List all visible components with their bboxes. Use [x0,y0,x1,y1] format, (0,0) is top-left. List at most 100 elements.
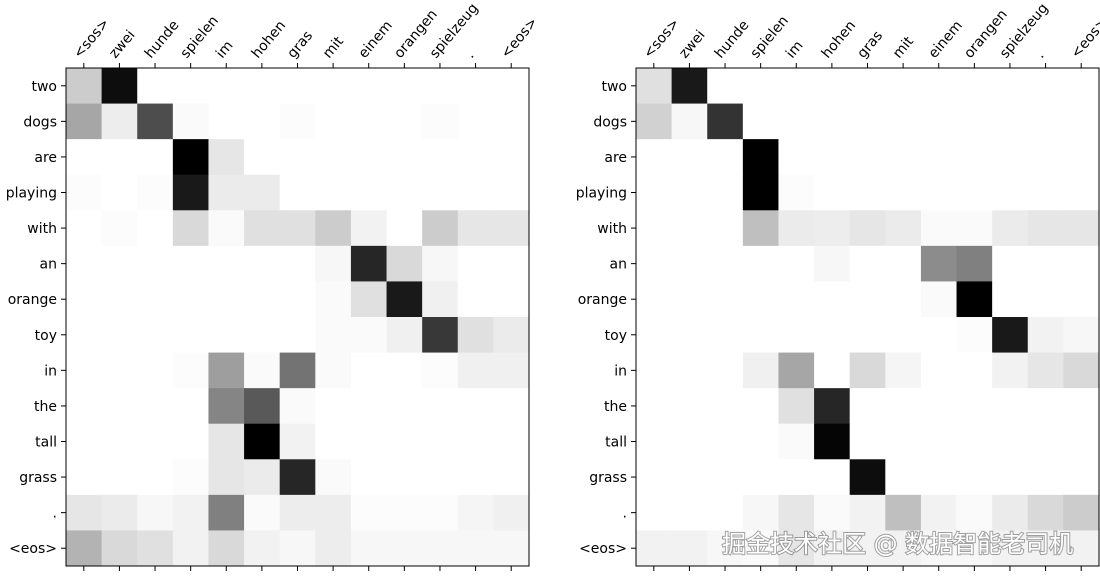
heatmap-cell [244,459,281,496]
heatmap-cell [457,139,494,176]
heatmap-cell [386,459,423,496]
heatmap-cell [66,459,103,496]
heatmap-cell [422,68,459,105]
heatmap-cell [422,210,459,247]
heatmap-cell [386,174,423,211]
heatmap-cell [66,139,103,176]
heatmap-cell [386,245,423,282]
heatmap-cell [671,494,708,531]
heatmap-cell [422,139,459,176]
y-tick-label: grass [19,470,57,486]
heatmap-cell [315,388,352,425]
heatmap-cell [1063,210,1100,247]
heatmap-cell [742,317,779,354]
heatmap-cell [956,68,993,105]
heatmap-cell [386,103,423,140]
heatmap-cell [350,174,388,211]
y-tick-label: <eos> [579,541,627,557]
heatmap-cell [849,103,886,140]
x-tick-label: mit [890,33,917,61]
heatmap-cell [422,494,459,531]
heatmap-cell [457,245,494,282]
heatmap-cell [956,174,993,211]
x-tick-label: im [783,38,807,62]
x-tick-label: hunde [142,17,183,61]
x-tick-label: zwei [106,27,138,61]
heatmap-cell [279,174,316,211]
heatmap-cell [457,388,494,425]
heatmap-cell [137,388,174,425]
heatmap-cell [1063,281,1100,318]
heatmap-cell [244,494,281,531]
y-tick-label: toy [35,328,57,344]
heatmap-cell [849,530,886,567]
heatmap-cell [814,245,851,282]
y-tick-label: the [604,399,627,415]
heatmap-cell [920,68,958,105]
heatmap-cell [778,317,815,354]
heatmap-cell [493,459,530,496]
heatmap-cell [172,388,209,425]
heatmap-cell [707,352,744,389]
heatmap-cell [101,317,138,354]
heatmap-cell [457,530,494,567]
heatmap-cell [101,210,138,247]
heatmap-cell [101,68,138,105]
heatmap-cell [636,103,673,140]
heatmap-cell [208,103,245,140]
y-tick-label: grass [589,470,627,486]
heatmap-cell [956,530,993,567]
y-tick-label: are [604,150,627,166]
heatmap-cell [422,530,459,567]
heatmap-cell [1027,103,1064,140]
heatmap-cell [885,494,922,531]
heatmap-cell [493,103,530,140]
y-tick-label: in [614,363,627,379]
heatmap-cell [386,423,423,460]
heatmap-cell [814,352,851,389]
heatmap-cell [172,174,209,211]
y-tick-label: tall [35,435,57,451]
heatmap-cell [101,352,138,389]
heatmap-cell [742,352,779,389]
heatmap-cell [279,352,316,389]
heatmap-cell [707,103,744,140]
heatmap-cell [493,68,530,105]
heatmap-cell [742,423,779,460]
heatmap-cell [1027,352,1064,389]
heatmap-cell [992,174,1029,211]
heatmap-cell [956,459,993,496]
y-tick-label: with [597,221,627,237]
heatmap-cell [279,245,316,282]
heatmap-cell [279,103,316,140]
heatmap-cell [778,494,815,531]
heatmap-cell [386,530,423,567]
x-tick-label: zwei [676,27,708,61]
heatmap-cell [422,459,459,496]
heatmap-cell [671,68,708,105]
heatmap-cell [707,388,744,425]
x-tick-label: hohen [249,18,289,62]
heatmap-cell [992,388,1029,425]
heatmap-cell [279,459,316,496]
heatmap-cell [778,210,815,247]
y-tick-label: tall [605,435,627,451]
heatmap-cell [279,139,316,176]
heatmap-cell [137,68,174,105]
heatmap-cell [172,352,209,389]
heatmap-cell [244,245,281,282]
y-tick-label: two [31,79,57,95]
heatmap-cell [1027,423,1064,460]
heatmap-cell [493,281,530,318]
heatmap-cell [849,68,886,105]
heatmap-cell [137,245,174,282]
heatmap-cell [66,494,103,531]
heatmap-cell [208,494,245,531]
heatmap-cell [849,423,886,460]
heatmap-cell [778,68,815,105]
heatmap-cell [208,245,245,282]
heatmap-cell [956,245,993,282]
heatmap-cell [315,352,352,389]
heatmap-cell [1063,494,1100,531]
heatmap-cell [315,423,352,460]
